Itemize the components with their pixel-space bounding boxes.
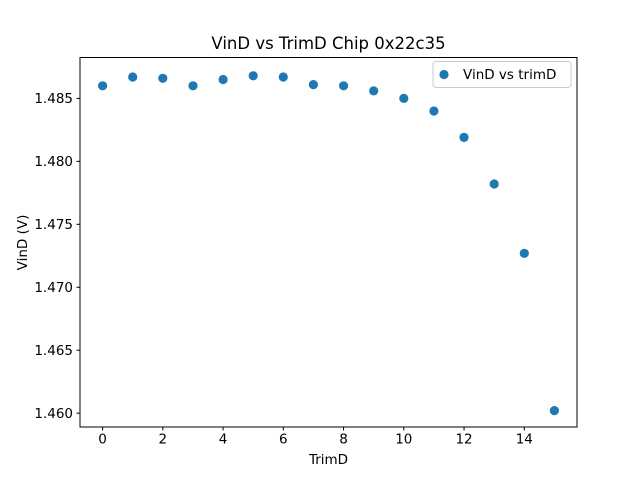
x-axis-label: TrimD [308, 452, 348, 468]
chart-title: VinD vs TrimD Chip 0x22c35 [211, 34, 445, 53]
data-point [339, 81, 349, 91]
data-point [128, 72, 138, 82]
data-point [248, 71, 258, 81]
plot-area [79, 57, 578, 428]
legend-marker-icon [439, 69, 449, 80]
data-point [98, 81, 108, 91]
y-tick-label: 1.485 [34, 91, 73, 107]
data-point [369, 86, 379, 96]
legend: VinD vs trimD [432, 61, 572, 88]
data-point [519, 248, 529, 258]
y-tick-label: 1.470 [34, 280, 73, 296]
data-point [308, 80, 318, 90]
data-point [188, 81, 198, 91]
y-tick-label: 1.480 [34, 154, 73, 170]
data-point [218, 74, 228, 85]
x-tick-label: 14 [516, 432, 533, 448]
y-tick-label: 1.475 [34, 217, 73, 233]
ticks-layer: 0 2 4 6 8 10 12 14 1.460 1.465 1.470 1.475 1.480 1.48… [34, 91, 533, 447]
data-point [399, 93, 409, 103]
legend-label: VinD vs trimD [463, 67, 556, 83]
legend-frame [432, 61, 572, 88]
data-point [429, 106, 439, 116]
data-point [158, 73, 168, 83]
y-tick-label: 1.465 [34, 343, 73, 359]
data-point [489, 179, 499, 189]
x-tick-label: 2 [159, 432, 168, 448]
y-axis-label: VinD (V) [15, 215, 31, 271]
data-point [459, 132, 469, 142]
scatter-points-layer [98, 71, 560, 416]
x-tick-label: 8 [339, 432, 348, 448]
x-tick-label: 4 [219, 432, 228, 448]
y-tick-label: 1.460 [34, 406, 73, 422]
x-tick-label: 10 [395, 432, 412, 448]
data-point [278, 72, 288, 82]
x-tick-label: 12 [455, 432, 472, 448]
x-tick-label: 0 [98, 432, 107, 448]
data-point [549, 406, 560, 416]
x-tick-label: 6 [279, 432, 288, 448]
